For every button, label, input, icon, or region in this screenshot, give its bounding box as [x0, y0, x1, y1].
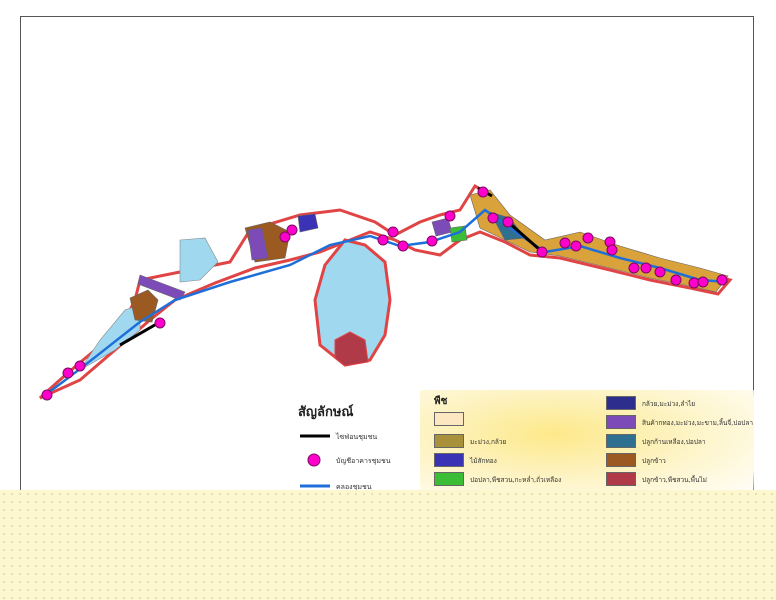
swatch-label-5: กล้วย,มะม่วง,ลำไย — [642, 400, 696, 408]
structure-point — [640, 262, 652, 274]
structure-point — [628, 262, 640, 274]
structure-point — [654, 266, 666, 278]
structure-point — [716, 274, 728, 286]
swatch-label-3: ปอปลา,พืชสวน,กะหล่ำ,ถั่วเหลือง — [470, 476, 562, 484]
community-structures — [41, 186, 728, 401]
legend-background — [420, 390, 754, 500]
swatch-crop-5 — [606, 396, 636, 410]
swatch-label-7: ปลูกก้านเหลือง,ปอปลา — [642, 438, 706, 446]
plot-rice-garden — [334, 331, 369, 367]
plot-mid-blue — [297, 213, 319, 233]
structure-symbol — [307, 453, 321, 467]
legend-label-siphon: ไซฟ่อนชุมชน — [336, 433, 378, 441]
legend-crop-heading: พืช — [434, 396, 448, 407]
structure-point — [606, 244, 618, 256]
structure-point — [477, 186, 489, 198]
structure-point — [697, 276, 709, 288]
structure-point — [387, 226, 399, 238]
bottom-overlay-panel — [0, 490, 776, 600]
structure-point — [41, 389, 53, 401]
structure-point — [536, 246, 548, 258]
structure-point — [570, 240, 582, 252]
siphon-line-west — [119, 320, 161, 347]
swatch-label-1: มะม่วง,กล้วย — [470, 438, 507, 446]
water-patch-north — [179, 237, 219, 283]
structure-point — [582, 232, 594, 244]
structure-point — [286, 224, 298, 236]
structure-point — [279, 231, 291, 243]
structure-point — [426, 235, 438, 247]
structure-point — [397, 240, 409, 252]
legend-label-canal: คลองชุมชน — [336, 483, 372, 491]
swatch-label-2: ไม้สักทอง — [470, 457, 497, 465]
structure-point — [688, 277, 700, 289]
legend-label-structure: บัญชีอาคารชุมชน — [336, 457, 391, 465]
swatch-crop-1 — [434, 434, 464, 448]
structure-point — [74, 360, 86, 372]
legend-line-symbols — [300, 434, 330, 488]
swatch-crop-3 — [434, 472, 464, 486]
legend-title: สัญลักษณ์ — [298, 405, 354, 420]
structure-point — [62, 367, 74, 379]
swatch-crop-6 — [606, 415, 636, 429]
structure-point — [670, 274, 682, 286]
swatch-crop-7 — [606, 434, 636, 448]
structure-point — [444, 210, 456, 222]
swatch-label-8: ปลูกข้าว — [642, 457, 666, 465]
swatch-crop-9 — [606, 472, 636, 486]
plot-mid-purple — [247, 227, 269, 261]
swatch-label-6: สินค้ากทอง,มะม่วง,มะขาม,ลิ้นจี่,ปอปลา — [642, 419, 754, 427]
plot-purple-west — [137, 274, 186, 301]
structure-point — [502, 216, 514, 228]
swatch-label-9: ปลูกข้าว,พืชสวน,พื้นไม่ — [642, 476, 707, 484]
siphon-line-east — [507, 220, 541, 252]
reservoir-boundary — [313, 238, 392, 367]
swatch-crop-2 — [434, 453, 464, 467]
structure-point — [559, 237, 571, 249]
swatch-crop-0 — [434, 412, 464, 426]
structure-point — [487, 212, 499, 224]
swatch-crop-8 — [606, 453, 636, 467]
structure-point — [377, 234, 389, 246]
structure-point — [154, 317, 166, 329]
